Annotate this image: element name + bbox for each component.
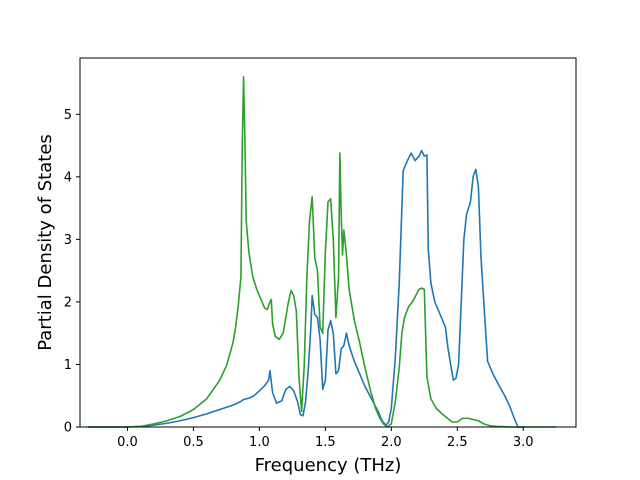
x-tick-label: 3.0 bbox=[513, 435, 534, 450]
plot-content bbox=[87, 75, 557, 428]
x-axis: 0.0 0.5 1.0 1.5 2.0 2.5 3.0 bbox=[117, 427, 534, 450]
x-tick-label: 2.0 bbox=[381, 435, 402, 450]
y-tick-label: 0 bbox=[64, 421, 72, 436]
y-tick-label: 5 bbox=[64, 108, 72, 123]
x-tick-label: 0.0 bbox=[117, 435, 138, 450]
x-tick-label: 2.5 bbox=[447, 435, 468, 450]
y-tick-label: 4 bbox=[64, 170, 72, 185]
series-line-2 bbox=[87, 75, 557, 428]
x-tick-label: 0.5 bbox=[183, 435, 204, 450]
y-tick-label: 3 bbox=[64, 233, 72, 248]
y-axis-label: Partial Density of States bbox=[35, 134, 56, 351]
series-line-1 bbox=[87, 149, 524, 428]
x-tick-label: 1.0 bbox=[249, 435, 270, 450]
plot-frame bbox=[79, 57, 577, 428]
x-tick-label: 1.5 bbox=[315, 435, 336, 450]
y-tick-label: 1 bbox=[64, 358, 72, 373]
y-tick-label: 2 bbox=[64, 295, 72, 310]
y-axis: 0 1 2 3 4 5 bbox=[64, 108, 80, 436]
x-axis-label: Frequency (THz) bbox=[255, 455, 402, 476]
